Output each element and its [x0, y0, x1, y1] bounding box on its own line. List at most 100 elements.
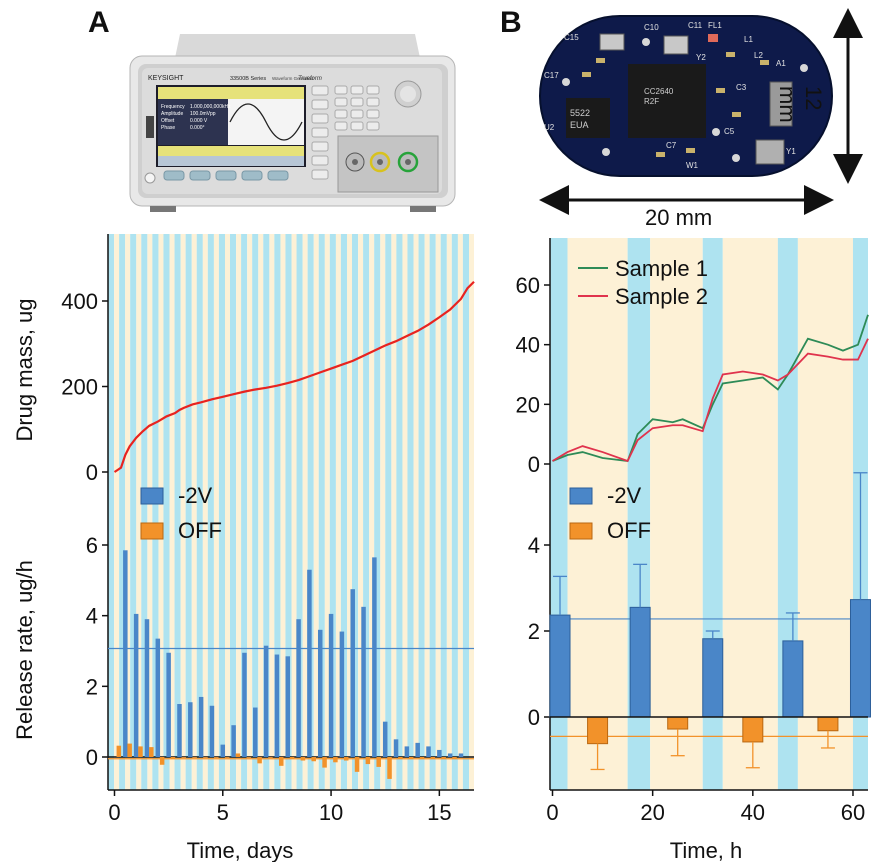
- tick-label-b-top-y: 40: [516, 333, 540, 358]
- bar-a-off: [268, 757, 273, 758]
- bar-a-off: [214, 757, 219, 758]
- background-stripe-on: [252, 234, 259, 790]
- tick-label-b-x: 20: [640, 800, 664, 825]
- bar-a-minus2v: [209, 705, 215, 757]
- pcb-label-y1: Y1: [786, 147, 796, 156]
- background-stripe-on: [462, 234, 470, 790]
- screen-value-offset: 0.000 V: [190, 118, 208, 124]
- axis-label-a-top-y: Drug mass, ug: [12, 298, 37, 441]
- bar-a-off: [343, 757, 349, 761]
- background-band-off: [650, 238, 703, 790]
- tick-label-a-top-y: 0: [86, 460, 98, 485]
- bar-a-minus2v: [188, 702, 193, 757]
- screen-value-amplitude: 100.0mVpp: [190, 111, 216, 117]
- bar-a-minus2v: [133, 613, 139, 757]
- background-stripe-off: [347, 234, 352, 790]
- background-stripe-on: [307, 234, 314, 790]
- bar-a-minus2v: [253, 707, 258, 757]
- bar-a-off: [408, 757, 414, 759]
- background-stripe-off: [435, 234, 441, 790]
- pcb-chip-text-1: 5522: [570, 108, 590, 118]
- bar-a-off: [224, 757, 230, 758]
- tick-label-b-x: 60: [841, 800, 865, 825]
- background-stripe-off: [258, 234, 264, 790]
- background-stripe-on: [296, 234, 303, 790]
- screen-label-amplitude: Amplitude: [161, 111, 183, 117]
- background-stripe-off: [180, 234, 186, 790]
- pcb-label-u2: U2: [544, 123, 555, 132]
- background-band-off: [797, 238, 853, 790]
- bar-a-off: [430, 757, 436, 759]
- background-stripe-on: [318, 234, 325, 790]
- background-stripe-off: [225, 234, 230, 790]
- bar-a-off: [127, 743, 132, 757]
- bar-a-minus2v: [220, 744, 226, 757]
- bar-a-minus2v: [242, 652, 247, 757]
- background-stripe-on: [396, 234, 403, 790]
- screen-label-phase: Phase: [161, 125, 175, 131]
- background-stripe-off: [247, 234, 253, 790]
- bar-a-minus2v: [296, 619, 301, 757]
- tick-label-b-bottom-y: 4: [528, 533, 540, 558]
- background-stripe-off: [191, 234, 197, 790]
- background-stripe-on: [329, 234, 336, 790]
- background-stripe-on: [285, 234, 292, 790]
- bar-a-minus2v: [382, 721, 388, 757]
- instrument-brand: KEYSIGHT: [148, 75, 184, 82]
- legend-a-label-minus2v: -2V: [178, 483, 213, 508]
- bar-a-minus2v: [361, 606, 366, 757]
- background-stripe-on: [418, 234, 425, 790]
- pcb-label-c15: C15: [564, 33, 579, 42]
- sample-2-line: [552, 338, 869, 463]
- pcb-photo: C15 C10 C11 FL1 L1 Y2 C17 U2 L2 A1 C3 C5…: [539, 15, 833, 177]
- bar-a-minus2v: [263, 645, 269, 757]
- pcb-label-fl1: FL1: [708, 21, 722, 30]
- background-stripe-on: [440, 234, 447, 790]
- bar-a-minus2v: [372, 557, 377, 757]
- background-stripe-off: [114, 234, 120, 790]
- bar-a-off: [376, 757, 381, 767]
- background-stripe-off: [147, 234, 153, 790]
- screen-label-offset: Offset: [161, 118, 175, 124]
- bar-a-minus2v: [339, 631, 345, 757]
- background-stripe-off: [291, 234, 297, 790]
- pcb-label-c10: C10: [644, 23, 659, 32]
- bar-a-minus2v: [437, 749, 442, 757]
- panel-b-letter: B: [500, 6, 522, 39]
- background-stripe-off: [302, 234, 308, 790]
- drug-mass-line: [113, 280, 475, 473]
- bar-a-off: [365, 757, 371, 765]
- bar-b-off: [817, 716, 839, 732]
- bar-a-off: [235, 753, 241, 757]
- tick-label-a-x: 5: [217, 800, 229, 825]
- waveform-generator-photo: KEYSIGHT 33500B Series Waveform Generato…: [129, 34, 456, 212]
- legend-a-label-off: OFF: [178, 518, 222, 543]
- background-stripe-on: [451, 234, 458, 790]
- background-stripe-on: [230, 234, 237, 790]
- bar-a-minus2v: [350, 589, 355, 757]
- bar-a-minus2v: [415, 742, 420, 757]
- pcb-label-l1: L1: [744, 35, 753, 44]
- bar-a-minus2v: [155, 638, 161, 757]
- sample-1-line: [552, 314, 869, 462]
- legend-b-label-sample1: Sample 1: [615, 256, 708, 281]
- background-stripe-off: [169, 234, 175, 790]
- background-stripe-off: [469, 234, 474, 790]
- bar-a-minus2v: [123, 550, 128, 757]
- instrument-trueform: Trueform: [298, 76, 322, 82]
- background-stripe-on: [108, 234, 115, 790]
- background-stripe-off: [335, 234, 341, 790]
- bar-a-minus2v: [404, 746, 410, 757]
- bar-a-minus2v: [144, 619, 150, 757]
- bar-a-off: [159, 757, 165, 765]
- tick-label-a-top-y: 400: [61, 289, 98, 314]
- background-stripe-on: [196, 234, 203, 790]
- background-stripe-off: [413, 234, 419, 790]
- bar-a-off: [257, 757, 262, 764]
- pcb-label-w1: W1: [686, 161, 699, 170]
- background-stripe-on: [374, 234, 381, 790]
- background-stripe-off: [158, 234, 164, 790]
- tick-label-b-x: 0: [546, 800, 558, 825]
- tick-label-b-top-y: 20: [516, 392, 540, 417]
- legend-b-label-sample2: Sample 2: [615, 284, 708, 309]
